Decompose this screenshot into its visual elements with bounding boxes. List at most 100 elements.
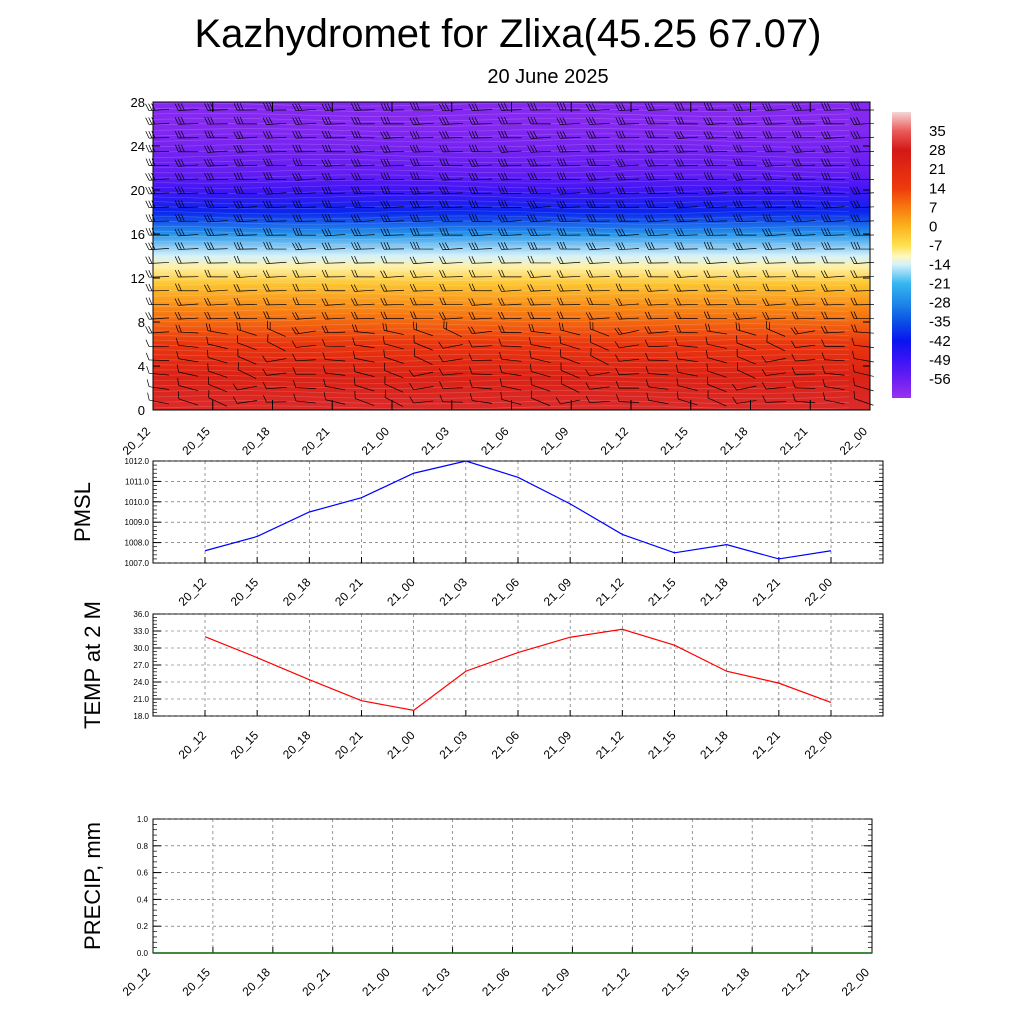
wind-barb [409,214,434,222]
wind-barb [589,321,610,337]
wind-barb [674,311,698,320]
wind-barb [674,186,698,194]
wind-barb [850,144,875,153]
wind-barb [791,200,816,208]
contour-line [152,256,850,261]
wind-barb [762,311,786,320]
wind-barb [558,322,581,336]
wind-barb [262,256,287,264]
wind-barb [410,102,434,111]
contour-line [152,210,850,215]
wind-barb [586,228,610,236]
x-tick-label: 21_12 [593,728,627,762]
wind-barb [645,352,669,361]
wind-barb [410,311,434,319]
y-axis-label: PRECIP, mm [80,822,105,950]
wind-barb [409,144,434,153]
wind-barb [145,283,170,292]
contour-line [152,359,850,364]
wind-barb [174,172,199,181]
wind-barb [736,335,757,350]
colorbar-label: 14 [929,180,946,197]
wind-barb [498,186,522,194]
wind-barb [732,270,757,278]
wind-barb [644,158,669,167]
wind-barb [644,255,669,264]
wind-barb [233,284,258,292]
x-tick-label: 21_03 [418,424,452,458]
contour-line [152,174,850,179]
contour-line [152,313,850,317]
wind-barb [615,130,640,139]
wind-barb [321,200,346,208]
wind-barb [321,214,346,222]
wind-barb [791,103,816,111]
wind-barb [791,145,816,153]
y-tick-label: 1009.0 [125,518,150,527]
wind-barb [762,200,786,208]
contour-line [152,308,850,312]
wind-barb [438,354,463,363]
x-tick-label: 21_12 [598,424,632,458]
wind-barb [233,158,258,167]
wind-barb [498,130,522,139]
wind-barb [174,200,199,208]
wind-barb [233,144,258,153]
wind-barb [439,130,463,139]
wind-barb [762,256,786,264]
wind-barb [145,339,170,347]
wind-barb [262,131,287,139]
wind-barb [468,228,493,237]
contour-line [152,128,850,133]
contour-line [152,123,850,128]
x-tick-label: 20_21 [299,424,333,458]
wind-barb [176,364,199,377]
wind-barb [645,379,669,390]
wind-barb [556,228,581,236]
wind-barb [733,144,757,153]
wind-barb [233,255,258,264]
wind-barb [292,256,316,264]
wind-barb [706,350,727,364]
wind-barb [292,367,316,375]
x-tick-label: 21_06 [489,728,523,762]
wind-barb [204,103,228,111]
wind-barb [207,376,228,393]
contour-line [152,318,850,323]
wind-barb [233,228,258,236]
wind-barb [820,270,845,278]
wind-barb [321,311,346,320]
wind-barb [263,297,287,306]
wind-barb [352,337,375,349]
wind-barb [380,297,405,306]
wind-barb [413,348,433,365]
wind-barb [409,256,434,264]
wind-barb [703,172,728,180]
wind-barb [732,172,757,181]
wind-barb [615,200,640,208]
wind-barb [293,393,316,404]
wind-barb [762,158,786,167]
wind-barb [384,376,404,393]
wind-barb [439,200,463,209]
wind-barb [644,242,669,250]
wind-barb [762,117,786,125]
wind-barb [292,228,316,236]
wind-barb [468,326,493,335]
wind-barb [644,145,669,153]
wind-barb [820,325,845,334]
wind-barb [850,117,875,125]
wind-barb [145,144,170,153]
wind-barb [821,158,845,167]
wind-barb [673,200,698,209]
wind-barb [820,200,845,209]
x-tick-label: 21_21 [779,965,813,999]
wind-barb [351,103,375,111]
contour-line [152,405,850,410]
wind-barb [380,144,405,153]
wind-barb [321,186,346,195]
wind-barb [350,298,375,306]
x-tick-label: 21_00 [359,965,393,999]
y-tick-label: 0.8 [137,842,149,851]
contour-line [152,231,850,235]
